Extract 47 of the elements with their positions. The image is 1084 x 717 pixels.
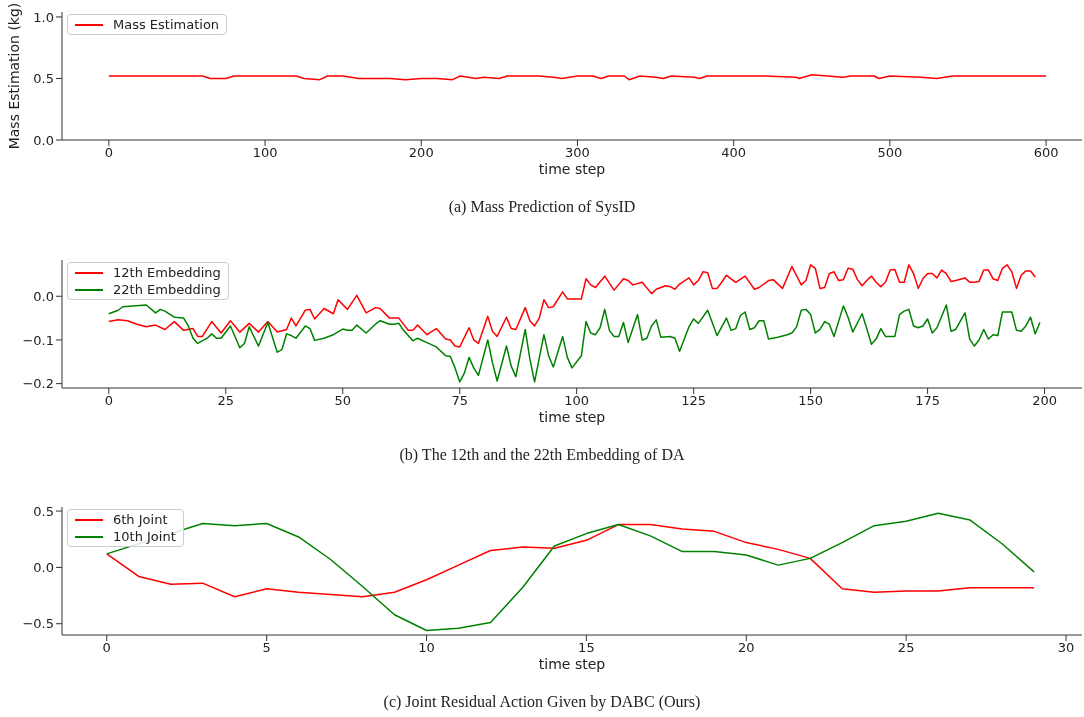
y-tick-label: 0.0 bbox=[33, 560, 54, 576]
y-tick-label: 1.0 bbox=[33, 9, 54, 25]
x-axis-title: time step bbox=[538, 409, 606, 425]
legend-label: 6th Joint bbox=[113, 511, 168, 528]
legend-label: 10th Joint bbox=[113, 528, 176, 545]
y-tick-label: 0.5 bbox=[33, 71, 54, 87]
x-tick-label: 25 bbox=[897, 640, 915, 656]
y-tick-label: 0.0 bbox=[33, 288, 54, 304]
legend-label: 22th Embedding bbox=[113, 281, 221, 298]
line-series bbox=[108, 264, 1036, 348]
y-tick-label: −0.5 bbox=[22, 616, 54, 632]
x-tick-label: 500 bbox=[877, 145, 903, 161]
y-tick-label: −0.1 bbox=[22, 332, 54, 348]
x-tick-label: 300 bbox=[565, 145, 590, 161]
text: (b) The 12th and the 22th Embedding of DA bbox=[398, 446, 686, 464]
x-tick-label: 400 bbox=[721, 145, 747, 161]
x-tick-label: 0 bbox=[104, 145, 113, 161]
x-tick-label: 5 bbox=[262, 640, 271, 656]
x-tick-label: 10 bbox=[418, 640, 435, 656]
line-series bbox=[106, 512, 1035, 632]
x-tick-label: 175 bbox=[915, 393, 941, 409]
x-tick-label: 20 bbox=[737, 640, 755, 656]
text: (c) Joint Residual Action Given by DABC (Ours) bbox=[382, 693, 702, 711]
x-tick-label: 75 bbox=[451, 393, 468, 409]
y-axis-title: Mass Estimation (kg) bbox=[5, 2, 22, 150]
x-tick-label: 15 bbox=[578, 640, 595, 656]
legend-label: Mass Estimation bbox=[113, 16, 220, 33]
x-tick-label: 100 bbox=[252, 145, 278, 161]
x-tick-label: 0 bbox=[102, 640, 111, 656]
x-tick-label: 600 bbox=[1033, 145, 1059, 161]
x-tick-label: 50 bbox=[334, 393, 352, 409]
x-tick-label: 200 bbox=[408, 145, 434, 161]
x-tick-label: 200 bbox=[1032, 393, 1057, 409]
x-axis-title: time step bbox=[538, 161, 606, 177]
x-tick-label: 0 bbox=[104, 393, 113, 409]
x-tick-label: 30 bbox=[1057, 640, 1075, 656]
legend-label: 12th Embedding bbox=[113, 264, 221, 281]
y-tick-label: 0.5 bbox=[33, 503, 54, 519]
y-tick-label: −0.2 bbox=[22, 376, 54, 392]
x-tick-label: 125 bbox=[681, 393, 707, 409]
x-axis-title: time step bbox=[538, 656, 606, 672]
x-tick-label: 100 bbox=[564, 393, 590, 409]
x-tick-label: 25 bbox=[217, 393, 235, 409]
y-tick-label: 0.0 bbox=[33, 132, 54, 148]
line-series bbox=[108, 304, 1041, 383]
text: (a) Mass Prediction of SysID bbox=[447, 198, 637, 216]
x-tick-label: 150 bbox=[798, 393, 824, 409]
